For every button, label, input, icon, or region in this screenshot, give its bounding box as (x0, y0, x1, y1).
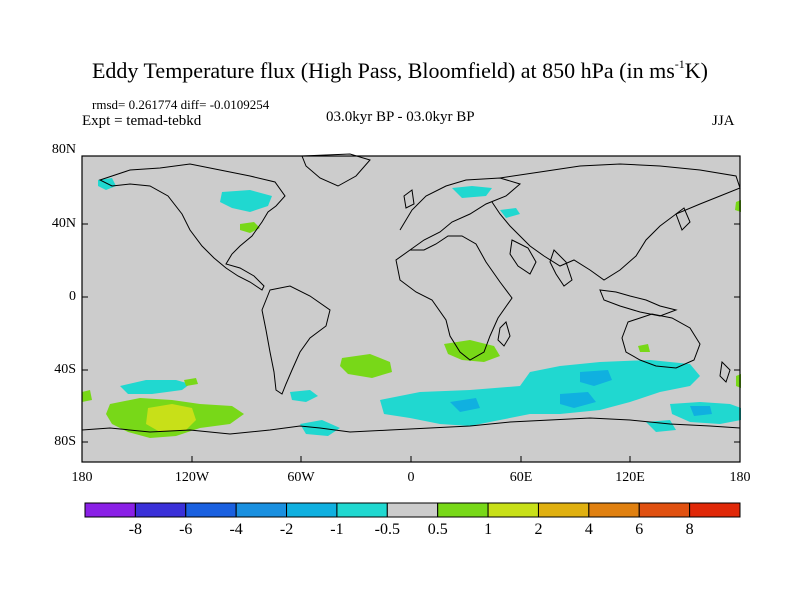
lon-label-120e: 120E (615, 470, 645, 485)
lon-label-120w: 120W (174, 470, 210, 485)
coast-uk (403, 189, 415, 209)
colorbar-label: -6 (179, 521, 193, 538)
lat-label-80n: 80N (51, 142, 76, 157)
coast-south-america (261, 285, 331, 395)
patch-europe (500, 208, 520, 218)
colorbar-label: -0.5 (374, 521, 400, 538)
coast-antarctica (81, 417, 741, 435)
patch-north-america-small (240, 222, 260, 233)
patch-pacific-cyan (120, 380, 190, 394)
colorbar-label: -4 (229, 521, 243, 538)
colorbar-box (638, 502, 691, 518)
coast-madagascar (497, 321, 511, 347)
coast-asia (491, 163, 741, 281)
coast-indonesia (599, 289, 678, 317)
patch-antarctic-coast (646, 420, 676, 432)
lon-label-180w: 180 (71, 470, 93, 485)
patch-drake (290, 390, 318, 402)
lat-label-40n: 40N (51, 216, 76, 231)
experiment-label: Expt = temad-tebkd (82, 113, 202, 129)
colorbar-box (336, 502, 388, 518)
colorbar-box (235, 502, 288, 518)
colorbar-label: 8 (685, 521, 694, 538)
patch-australia-green (638, 344, 650, 352)
colorbar-box (286, 502, 338, 518)
colorbar-box (487, 502, 539, 518)
colorbar-box (185, 502, 237, 518)
patch-north-america (220, 190, 272, 212)
coast-japan (675, 207, 691, 231)
colorbar-box (537, 502, 590, 518)
coast-north-america (98, 163, 286, 291)
colorbar-box (134, 502, 187, 518)
colorbar-label: -8 (128, 521, 143, 538)
anomaly-patches (82, 178, 741, 438)
map-ticks (82, 155, 740, 462)
coast-europe-africa (395, 177, 522, 361)
patch-southern-ocean-blue1 (580, 370, 612, 386)
colorbar-label: 2 (534, 521, 543, 538)
colorbar-label: -1 (330, 521, 344, 538)
coast-arabia-india (509, 239, 573, 287)
coast-new-zealand (719, 360, 731, 383)
colorbar-box (84, 502, 136, 518)
patch-pacific-yellow (146, 404, 196, 432)
patch-south-pacific-west (82, 390, 92, 402)
colorbar-label: 6 (635, 521, 644, 538)
coast-greenland (301, 153, 371, 187)
colorbar-label: 1 (484, 521, 493, 538)
patch-east-antarctic-blue (690, 406, 712, 416)
colorbar-label: 4 (584, 521, 593, 538)
period-label: 03.0kyr BP - 03.0kyr BP (326, 109, 475, 125)
lon-label-60w: 60W (287, 470, 315, 485)
patch-southern-ocean-blue3 (450, 398, 480, 412)
patch-scandinavia (452, 186, 492, 198)
lat-label-40s: 40S (54, 362, 76, 377)
patch-pacific-small (184, 378, 198, 386)
coast-australia (621, 313, 701, 369)
colorbar-box (386, 502, 439, 518)
colorbar-box (588, 502, 640, 518)
lat-label-80s: 80S (54, 434, 76, 449)
stats-text: rmsd= 0.261774 diff= -0.0109254 (92, 97, 270, 112)
colorbar-label: -2 (279, 521, 294, 538)
lon-label-60e: 60E (509, 470, 533, 485)
colorbar-box (689, 502, 741, 518)
colorbar-label: 0.5 (427, 521, 448, 538)
patch-southern-ocean-blue2 (560, 392, 596, 408)
coastlines (81, 153, 741, 435)
season-label: JJA (712, 113, 735, 129)
colorbar-box (437, 502, 489, 518)
plot-title: Eddy Temperature flux (High Pass, Bloomf… (91, 56, 708, 83)
lat-label-0: 0 (69, 289, 76, 304)
patch-south-atlantic (340, 354, 392, 378)
lon-label-0: 0 (407, 470, 415, 485)
lon-label-180e: 180 (729, 470, 751, 485)
